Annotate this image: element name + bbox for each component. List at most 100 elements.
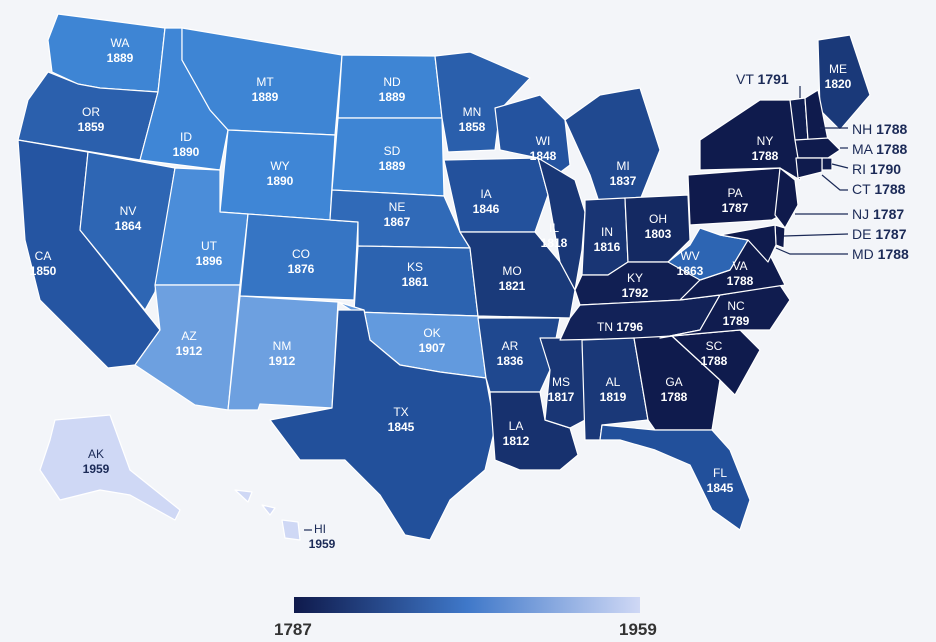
state-abbr-ca: CA	[35, 249, 52, 263]
state-ia[interactable]	[443, 157, 549, 233]
state-year-ky: 1792	[622, 286, 649, 300]
state-oh[interactable]	[624, 194, 691, 263]
state-abbr-co: CO	[292, 247, 310, 261]
state-year-tx: 1845	[388, 420, 415, 434]
state-year-wi: 1848	[530, 149, 557, 163]
state-abbr-ky: KY	[627, 271, 643, 285]
state-nj[interactable]	[774, 167, 799, 229]
state-mo[interactable]	[459, 231, 576, 319]
state-abbr-wy: WY	[270, 159, 289, 173]
state-abbr-az: AZ	[181, 329, 196, 343]
state-abbr-nd: ND	[383, 75, 401, 89]
state-abbr-ms: MS	[552, 375, 570, 389]
state-abbr-la: LA	[509, 419, 524, 433]
state-mi[interactable]	[564, 87, 661, 206]
state-abbr-sd: SD	[384, 144, 401, 158]
state-abbr-ar: AR	[502, 339, 519, 353]
state-hi[interactable]	[234, 489, 301, 541]
leader-line	[775, 247, 848, 255]
state-callout-ma: MA 1788	[852, 141, 907, 157]
state-abbr-sc: SC	[706, 339, 723, 353]
state-abbr-mn: MN	[463, 105, 482, 119]
state-callout-de: DE 1787	[852, 226, 907, 242]
state-year-az: 1912	[176, 344, 203, 358]
state-fl[interactable]	[599, 424, 751, 531]
state-year-oh: 1803	[645, 227, 672, 241]
state-il[interactable]	[537, 157, 586, 291]
leader-line	[783, 233, 849, 237]
state-year-mi: 1837	[610, 174, 637, 188]
state-year-mo: 1821	[499, 279, 526, 293]
state-year-va: 1788	[727, 274, 754, 288]
state-abbr-ia: IA	[480, 187, 491, 201]
state-label-tn: TN 1796	[597, 320, 643, 334]
state-abbr-id: ID	[180, 130, 192, 144]
state-callout-vt: VT 1791	[736, 71, 789, 87]
state-abbr-ak: AK	[88, 447, 104, 461]
state-year-nm: 1912	[269, 354, 296, 368]
state-abbr-in: IN	[601, 225, 613, 239]
state-nv[interactable]	[79, 151, 176, 311]
state-year-fl: 1845	[707, 481, 734, 495]
state-abbr-nc: NC	[727, 299, 745, 313]
state-az[interactable]	[134, 284, 241, 411]
state-year-il: 1818	[541, 236, 568, 250]
state-year-mt: 1889	[252, 90, 279, 104]
state-year-in: 1816	[594, 240, 621, 254]
state-year-ok: 1907	[419, 341, 446, 355]
state-ma[interactable]	[794, 137, 841, 159]
state-year-ms: 1817	[548, 390, 575, 404]
state-year-ak: 1959	[83, 462, 110, 476]
state-callout-ct: CT 1788	[852, 181, 906, 197]
state-la[interactable]	[489, 391, 579, 471]
state-abbr-ga: GA	[665, 375, 682, 389]
state-abbr-ne: NE	[389, 200, 406, 214]
legend-max-label: 1959	[619, 620, 657, 639]
state-year-la: 1812	[503, 434, 530, 448]
state-year-nv: 1864	[115, 219, 142, 233]
labels-layer: WA1889OR1859CA1850ID1890NV1864MT1889WY18…	[30, 36, 909, 551]
state-abbr-wa: WA	[111, 36, 130, 50]
state-abbr-hi: HI	[314, 522, 326, 536]
state-abbr-al: AL	[606, 375, 621, 389]
legend-min-label: 1787	[274, 620, 312, 639]
state-md[interactable]	[719, 224, 777, 263]
state-year-sd: 1889	[379, 159, 406, 173]
state-abbr-me: ME	[829, 62, 847, 76]
state-callout-md: MD 1788	[852, 246, 909, 262]
state-co[interactable]	[239, 213, 359, 301]
state-abbr-mi: MI	[616, 159, 629, 173]
state-abbr-wv: WV	[680, 249, 699, 263]
state-abbr-il: IL	[549, 221, 559, 235]
state-abbr-wi: WI	[536, 134, 551, 148]
state-ct[interactable]	[795, 157, 823, 179]
state-year-ia: 1846	[473, 202, 500, 216]
state-year-co: 1876	[288, 262, 315, 276]
state-year-ne: 1867	[384, 215, 411, 229]
state-year-nd: 1889	[379, 90, 406, 104]
state-abbr-oh: OH	[649, 212, 667, 226]
state-tx[interactable]	[269, 309, 496, 541]
leader-line	[821, 174, 848, 191]
state-year-ca: 1850	[30, 264, 57, 278]
state-abbr-mt: MT	[256, 75, 274, 89]
state-year-pa: 1787	[722, 201, 749, 215]
state-nm[interactable]	[227, 295, 339, 411]
state-abbr-nv: NV	[120, 204, 137, 218]
states-layer	[17, 13, 871, 541]
state-year-ks: 1861	[402, 275, 429, 289]
state-year-id: 1890	[173, 145, 200, 159]
state-year-me: 1820	[825, 77, 852, 91]
state-year-wy: 1890	[267, 174, 294, 188]
state-abbr-ut: UT	[201, 239, 218, 253]
state-ak[interactable]	[39, 414, 181, 521]
state-abbr-mo: MO	[502, 264, 521, 278]
state-ri[interactable]	[821, 157, 833, 171]
color-legend-bar	[294, 597, 640, 613]
state-abbr-ks: KS	[407, 260, 423, 274]
state-year-ar: 1836	[497, 354, 524, 368]
state-year-or: 1859	[78, 120, 105, 134]
state-year-ga: 1788	[661, 390, 688, 404]
